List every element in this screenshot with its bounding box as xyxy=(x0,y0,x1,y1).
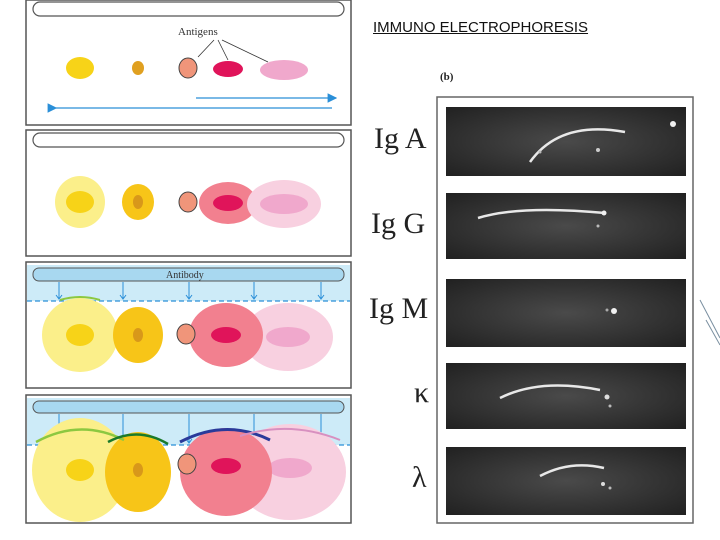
antibody-label: Antibody xyxy=(166,270,204,281)
row-label-igg: Ig G xyxy=(371,207,426,240)
gel-strip-igg xyxy=(446,193,686,259)
page-title: IMMUNO ELECTROPHORESIS xyxy=(373,19,589,36)
row-label-kappa: κ xyxy=(414,376,430,409)
diagram-step-3 xyxy=(25,261,352,389)
panel-label: (b) xyxy=(440,71,454,83)
antigen-spot xyxy=(213,61,243,77)
diagram-step-2 xyxy=(25,129,352,257)
diagram-step-4 xyxy=(25,394,352,524)
antigen-spot xyxy=(260,60,308,80)
row-label-lambda: λ xyxy=(412,461,427,494)
antigen-spot xyxy=(66,57,94,79)
antigen-well xyxy=(178,57,198,79)
gel-photograph xyxy=(436,96,694,524)
decorative-lines xyxy=(699,299,720,346)
antigens-label: Antigens xyxy=(178,26,218,38)
gel-strip-iga xyxy=(446,107,686,176)
gel-strip-kappa xyxy=(446,363,686,429)
diagram-step-1 xyxy=(25,0,352,126)
antigen-spot xyxy=(132,61,144,75)
gel-strip-igm xyxy=(446,279,686,347)
row-label-igm: Ig M xyxy=(369,292,429,325)
gel-strip-lambda xyxy=(446,447,686,515)
row-label-iga: Ig A xyxy=(374,122,427,155)
